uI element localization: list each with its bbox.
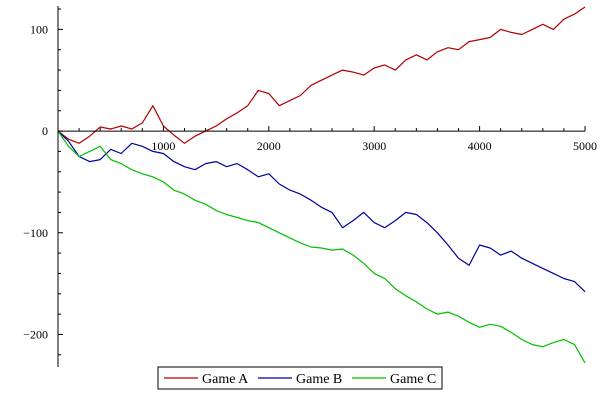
legend-label-game-c: Game C	[390, 372, 436, 387]
series-line-game-a	[57, 6, 586, 144]
series-line-game-c	[57, 130, 586, 364]
x-tick-label: 2000	[257, 139, 281, 153]
y-tick-label: −200	[23, 327, 48, 341]
x-tick-label: 1000	[151, 139, 175, 153]
x-tick-label: 5000	[573, 139, 597, 153]
legend-label-game-a: Game A	[202, 372, 249, 387]
series-layer	[57, 6, 586, 364]
y-axis-ticks: 100 0 −100 −200	[23, 8, 63, 356]
legend: Game A Game B Game C	[157, 366, 443, 390]
series-line-game-b	[57, 130, 586, 293]
axes	[57, 6, 585, 367]
y-tick-label: 100	[30, 22, 48, 36]
y-tick-label: −100	[23, 226, 48, 240]
legend-box	[157, 366, 443, 390]
y-tick-label: 0	[42, 124, 48, 138]
legend-label-game-b: Game B	[296, 372, 342, 387]
x-tick-label: 4000	[468, 139, 492, 153]
x-tick-label: 3000	[362, 139, 386, 153]
x-axis-ticks: 1000 2000 3000 4000 5000	[78, 126, 597, 153]
